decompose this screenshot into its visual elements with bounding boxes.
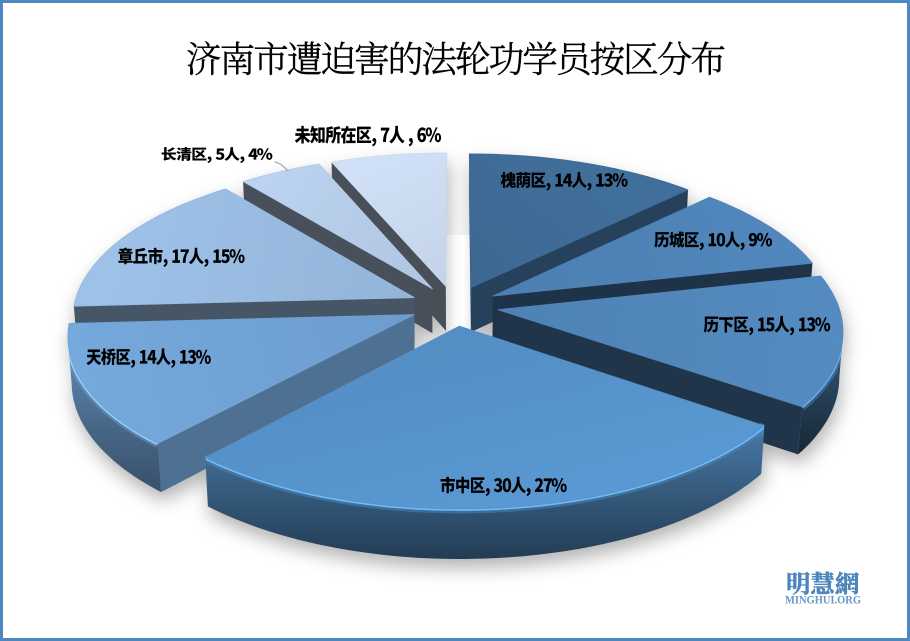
svg-text:MINGHUI.ORG: MINGHUI.ORG [785, 593, 861, 607]
